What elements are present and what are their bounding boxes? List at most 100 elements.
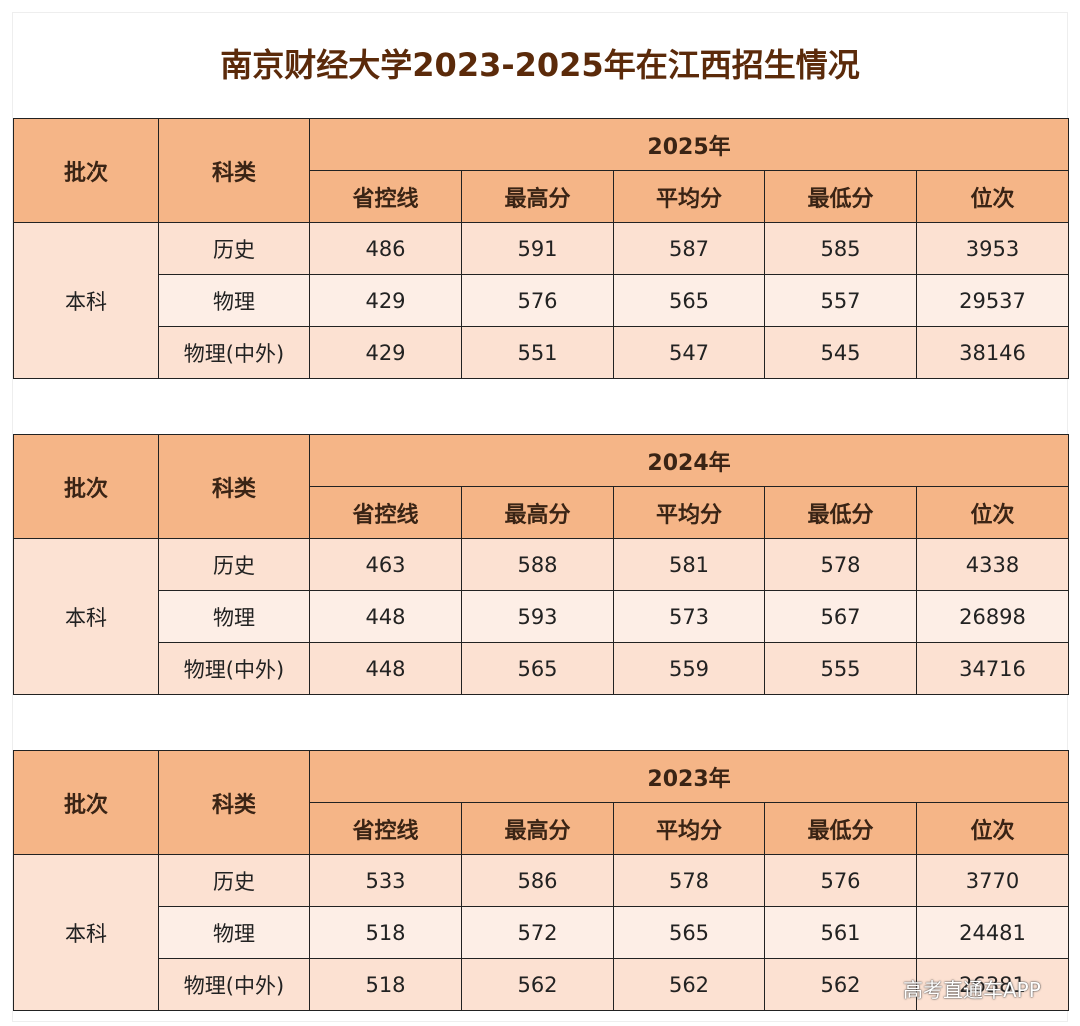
subject-header: 科类 — [158, 118, 310, 223]
data-row: 物理 429 576 565 557 29537 — [14, 274, 1070, 327]
value-cell: 562 — [461, 958, 614, 1011]
column-header: 位次 — [915, 170, 1070, 223]
score-table: 批次 科类 2023年 省控线 最高分 平均分 最低分 位次 本科 历史 533 586 578 576 3… — [13, 750, 1070, 1011]
value-cell: 545 — [764, 326, 917, 379]
subject-header: 科类 — [158, 750, 310, 855]
value-cell: 587 — [613, 222, 765, 275]
value-cell: 559 — [613, 642, 765, 695]
value-cell: 34716 — [915, 642, 1070, 695]
value-cell: 557 — [764, 274, 917, 327]
data-row: 物理 448 593 573 567 26898 — [14, 590, 1070, 643]
value-cell: 3953 — [915, 222, 1070, 275]
data-row: 物理 518 572 565 561 24481 — [14, 906, 1070, 959]
value-cell: 38146 — [915, 326, 1070, 379]
value-cell: 486 — [309, 222, 462, 275]
data-row: 本科 历史 533 586 578 576 3770 — [13, 854, 1070, 1011]
value-cell: 4338 — [915, 538, 1070, 591]
column-header: 省控线 — [309, 802, 462, 855]
value-cell: 586 — [461, 854, 614, 907]
column-header: 位次 — [915, 486, 1070, 539]
value-cell: 533 — [309, 854, 462, 907]
subject-cell: 物理(中外) — [158, 958, 310, 1011]
column-header: 最高分 — [461, 486, 614, 539]
data-row: 物理(中外) 448 565 559 555 34716 — [14, 642, 1070, 695]
value-cell: 565 — [461, 642, 614, 695]
value-cell: 567 — [764, 590, 917, 643]
batch-header: 批次 — [13, 118, 159, 223]
subject-cell: 物理(中外) — [158, 642, 310, 695]
subject-cell: 物理 — [158, 906, 310, 959]
batch-header: 批次 — [13, 750, 159, 855]
subject-cell: 历史 — [158, 222, 310, 275]
subject-header: 科类 — [158, 434, 310, 539]
value-cell: 555 — [764, 642, 917, 695]
data-row: 本科 历史 486 591 587 585 3953 — [13, 222, 1070, 379]
column-header: 最低分 — [764, 486, 917, 539]
data-row: 物理(中外) 429 551 547 545 38146 — [14, 326, 1070, 379]
value-cell: 565 — [613, 906, 765, 959]
value-cell: 593 — [461, 590, 614, 643]
value-cell: 551 — [461, 326, 614, 379]
column-header: 平均分 — [613, 802, 765, 855]
batch-cell: 本科 — [13, 222, 159, 379]
value-cell: 588 — [461, 538, 614, 591]
value-cell: 29537 — [915, 274, 1070, 327]
value-cell: 581 — [613, 538, 765, 591]
value-cell: 578 — [613, 854, 765, 907]
data-row: 本科 历史 463 588 581 578 4338 — [13, 538, 1070, 695]
data-row: 物理(中外) 518 562 562 562 26381 — [14, 958, 1070, 1011]
batch-header: 批次 — [13, 434, 159, 539]
value-cell: 576 — [764, 854, 917, 907]
header-row: 省控线 最高分 平均分 最低分 位次 — [14, 486, 1070, 539]
subject-cell: 物理 — [158, 590, 310, 643]
value-cell: 429 — [309, 326, 462, 379]
header-row: 省控线 最高分 平均分 最低分 位次 — [14, 802, 1070, 855]
subject-cell: 物理(中外) — [158, 326, 310, 379]
value-cell: 576 — [461, 274, 614, 327]
batch-cell: 本科 — [13, 538, 159, 695]
value-cell: 578 — [764, 538, 917, 591]
score-table: 批次 科类 2024年 省控线 最高分 平均分 最低分 位次 本科 历史 463 588 581 578 4… — [13, 434, 1070, 695]
value-cell: 463 — [309, 538, 462, 591]
value-cell: 562 — [764, 958, 917, 1011]
batch-cell: 本科 — [13, 854, 159, 1011]
subject-cell: 历史 — [158, 854, 310, 907]
column-header: 省控线 — [309, 486, 462, 539]
value-cell: 518 — [309, 906, 462, 959]
value-cell: 518 — [309, 958, 462, 1011]
value-cell: 561 — [764, 906, 917, 959]
value-cell: 448 — [309, 590, 462, 643]
value-cell: 547 — [613, 326, 765, 379]
column-header: 最低分 — [764, 170, 917, 223]
value-cell: 26381 — [915, 958, 1070, 1011]
value-cell: 26898 — [915, 590, 1070, 643]
title: 南京财经大学2023-2025年在江西招生情况 — [220, 46, 860, 84]
value-cell: 585 — [764, 222, 917, 275]
year-header: 2023年 — [308, 750, 1070, 803]
value-cell: 573 — [613, 590, 765, 643]
header-row: 批次 科类 2024年 — [13, 434, 1070, 539]
value-cell: 3770 — [915, 854, 1070, 907]
year-header: 2024年 — [308, 434, 1070, 487]
value-cell: 565 — [613, 274, 765, 327]
header-row: 批次 科类 2025年 — [13, 118, 1070, 223]
value-cell: 448 — [309, 642, 462, 695]
value-cell: 562 — [613, 958, 765, 1011]
column-header: 最低分 — [764, 802, 917, 855]
value-cell: 429 — [309, 274, 462, 327]
score-table: 批次 科类 2025年 省控线 最高分 平均分 最低分 位次 本科 历史 486 591 587 585 3… — [13, 118, 1070, 379]
column-header: 最高分 — [461, 802, 614, 855]
year-header: 2025年 — [308, 118, 1070, 171]
value-cell: 24481 — [915, 906, 1070, 959]
value-cell: 591 — [461, 222, 614, 275]
column-header: 平均分 — [613, 486, 765, 539]
subject-cell: 历史 — [158, 538, 310, 591]
column-header: 平均分 — [613, 170, 765, 223]
watermark: 高考直通车APP — [903, 978, 1041, 1002]
subject-cell: 物理 — [158, 274, 310, 327]
value-cell: 572 — [461, 906, 614, 959]
column-header: 省控线 — [309, 170, 462, 223]
header-row: 批次 科类 2023年 — [13, 750, 1070, 855]
header-row: 省控线 最高分 平均分 最低分 位次 — [14, 170, 1070, 223]
